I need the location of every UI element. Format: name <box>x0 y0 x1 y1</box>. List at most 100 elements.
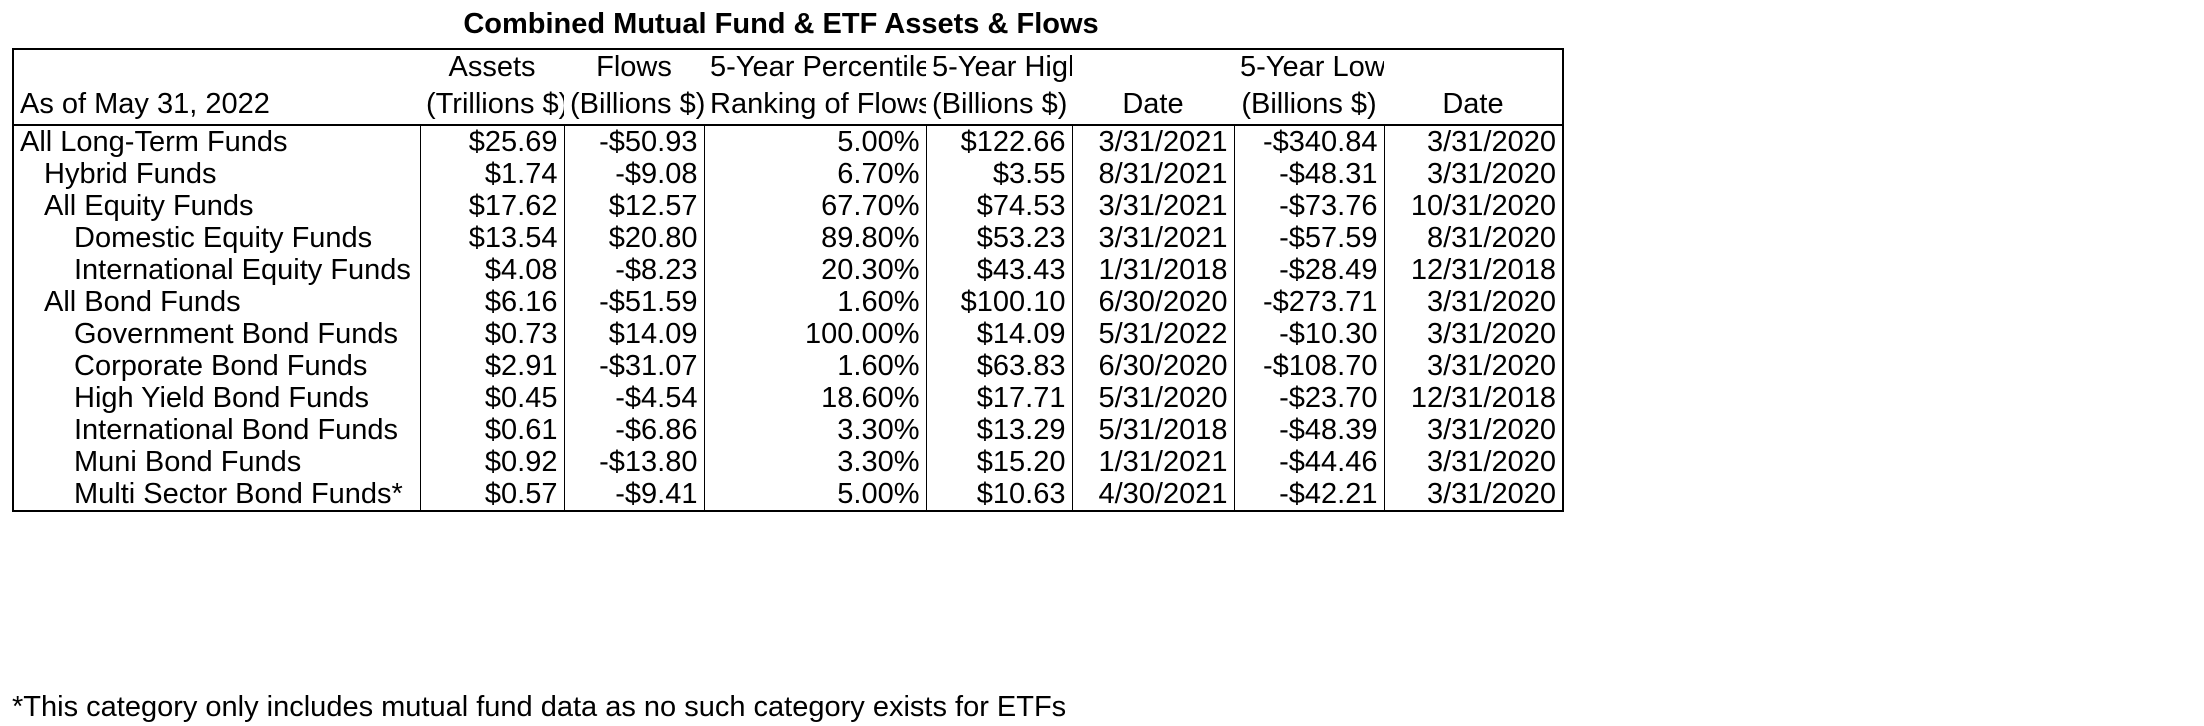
five-year-low-cell: -$44.46 <box>1233 446 1384 478</box>
low-date-cell: 3/31/2020 <box>1383 286 1563 318</box>
five-year-high-cell: $10.63 <box>925 478 1072 511</box>
percentile-cell: 6.70% <box>703 158 926 190</box>
high-date-cell: 5/31/2018 <box>1071 414 1234 446</box>
percentile-cell: 18.60% <box>703 382 926 414</box>
low-date-cell: 12/31/2018 <box>1383 382 1563 414</box>
flows-cell: -$51.59 <box>563 286 704 318</box>
table-row: Government Bond Funds $0.73 $14.09 100.00% $… <box>13 318 1563 350</box>
header-high-line1: 5-Year High <box>932 51 1072 83</box>
table-title: Combined Mutual Fund & ETF Assets & Flow… <box>463 8 1099 40</box>
five-year-low-cell: -$48.31 <box>1233 158 1384 190</box>
percentile-cell: 1.60% <box>703 286 926 318</box>
percentile-cell: 3.30% <box>703 446 926 478</box>
low-date-cell: 12/31/2018 <box>1383 254 1563 286</box>
table-row: Hybrid Funds $1.74 -$9.08 6.70% $3.55 8/31/20… <box>13 158 1563 190</box>
low-date-cell: 3/31/2020 <box>1383 124 1563 158</box>
header-high-line2: (Billions $) <box>932 88 1068 120</box>
five-year-high-cell: $15.20 <box>925 446 1072 478</box>
high-date-cell: 8/31/2021 <box>1071 158 1234 190</box>
assets-cell: $4.08 <box>419 254 564 286</box>
flows-cell: -$13.80 <box>563 446 704 478</box>
percentile-cell: 100.00% <box>703 318 926 350</box>
header-low-line2: (Billions $) <box>1241 88 1377 120</box>
five-year-low-cell: -$108.70 <box>1233 350 1384 382</box>
header-high-date-line1 <box>1072 49 1234 84</box>
fund-flows-table: Assets Flows 5-Year Percentile 5-Year Hi… <box>12 48 1564 512</box>
table-row: Corporate Bond Funds $2.91 -$31.07 1.60% $63… <box>13 350 1563 382</box>
header-percentile-line2: Ranking of Flows <box>710 88 926 120</box>
assets-cell: $6.16 <box>419 286 564 318</box>
table-row: Muni Bond Funds $0.92 -$13.80 3.30% $15.20 1/… <box>13 446 1563 478</box>
five-year-low-cell: -$42.21 <box>1233 478 1384 511</box>
fund-category-name: Multi Sector Bond Funds* <box>74 478 403 510</box>
assets-cell: $17.62 <box>419 190 564 222</box>
high-date-cell: 4/30/2021 <box>1071 478 1234 511</box>
header-flows-line1: Flows <box>596 51 672 83</box>
percentile-cell: 5.00% <box>703 124 926 158</box>
fund-category-name: Hybrid Funds <box>44 158 217 190</box>
five-year-low-cell: -$340.84 <box>1233 124 1384 158</box>
assets-cell: $2.91 <box>419 350 564 382</box>
fund-category-name: Corporate Bond Funds <box>74 350 368 382</box>
five-year-low-cell: -$273.71 <box>1233 286 1384 318</box>
percentile-cell: 5.00% <box>703 478 926 511</box>
percentile-cell: 20.30% <box>703 254 926 286</box>
fund-category-name: All Bond Funds <box>44 286 241 318</box>
low-date-cell: 10/31/2020 <box>1383 190 1563 222</box>
assets-cell: $0.45 <box>419 382 564 414</box>
low-date-cell: 3/31/2020 <box>1383 158 1563 190</box>
flows-cell: -$50.93 <box>563 124 704 158</box>
table-body: All Long-Term Funds $25.69 -$50.93 5.00% $12… <box>13 124 1563 511</box>
high-date-cell: 3/31/2021 <box>1071 190 1234 222</box>
high-date-cell: 6/30/2020 <box>1071 286 1234 318</box>
low-date-cell: 3/31/2020 <box>1383 414 1563 446</box>
five-year-high-cell: $122.66 <box>925 124 1072 158</box>
flows-cell: -$8.23 <box>563 254 704 286</box>
header-row-top: Assets Flows 5-Year Percentile 5-Year Hi… <box>13 49 1563 84</box>
assets-cell: $1.74 <box>419 158 564 190</box>
header-low-date-line1 <box>1384 49 1563 84</box>
assets-cell: $0.92 <box>419 446 564 478</box>
low-date-cell: 3/31/2020 <box>1383 350 1563 382</box>
header-percentile-line1: 5-Year Percentile <box>710 51 926 83</box>
five-year-low-cell: -$73.76 <box>1233 190 1384 222</box>
fund-category-name: High Yield Bond Funds <box>74 382 370 414</box>
flows-cell: $20.80 <box>563 222 704 254</box>
table-row: All Bond Funds $6.16 -$51.59 1.60% $100.10 6/… <box>13 286 1563 318</box>
low-date-cell: 3/31/2020 <box>1383 446 1563 478</box>
table-row: Multi Sector Bond Funds* $0.57 -$9.41 5.00%… <box>13 478 1563 511</box>
as-of-date-label: As of May 31, 2022 <box>20 88 270 120</box>
fund-category-name: All Long-Term Funds <box>13 124 420 158</box>
assets-cell: $0.73 <box>419 318 564 350</box>
fund-category-name: International Bond Funds <box>74 414 399 446</box>
header-high-date-line2: Date <box>1122 88 1184 120</box>
percentile-cell: 89.80% <box>703 222 926 254</box>
five-year-low-cell: -$57.59 <box>1233 222 1384 254</box>
five-year-low-cell: -$23.70 <box>1233 382 1384 414</box>
five-year-high-cell: $43.43 <box>925 254 1072 286</box>
percentile-cell: 67.70% <box>703 190 926 222</box>
five-year-high-cell: $53.23 <box>925 222 1072 254</box>
low-date-cell: 8/31/2020 <box>1383 222 1563 254</box>
assets-cell: $13.54 <box>419 222 564 254</box>
table-row: Domestic Equity Funds $13.54 $20.80 89.80% $… <box>13 222 1563 254</box>
five-year-low-cell: -$28.49 <box>1233 254 1384 286</box>
flows-cell: -$4.54 <box>563 382 704 414</box>
header-assets-line2: (Trillions $) <box>426 88 564 120</box>
header-low-date-line2: Date <box>1442 88 1504 120</box>
fund-category-name: Government Bond Funds <box>74 318 399 350</box>
fund-category-name: Domestic Equity Funds <box>74 222 373 254</box>
fund-category-name: International Equity Funds <box>74 254 411 286</box>
footnote: *This category only includes mutual fund… <box>12 691 1067 723</box>
five-year-high-cell: $3.55 <box>925 158 1072 190</box>
table-row: High Yield Bond Funds $0.45 -$4.54 18.60% $1… <box>13 382 1563 414</box>
assets-cell: $0.57 <box>419 478 564 511</box>
assets-cell: $25.69 <box>419 124 564 158</box>
high-date-cell: 5/31/2022 <box>1071 318 1234 350</box>
header-low-line1: 5-Year Low <box>1240 51 1384 83</box>
high-date-cell: 6/30/2020 <box>1071 350 1234 382</box>
fund-category-name: All Equity Funds <box>44 190 254 222</box>
header-blank <box>13 49 420 84</box>
five-year-high-cell: $100.10 <box>925 286 1072 318</box>
five-year-high-cell: $74.53 <box>925 190 1072 222</box>
